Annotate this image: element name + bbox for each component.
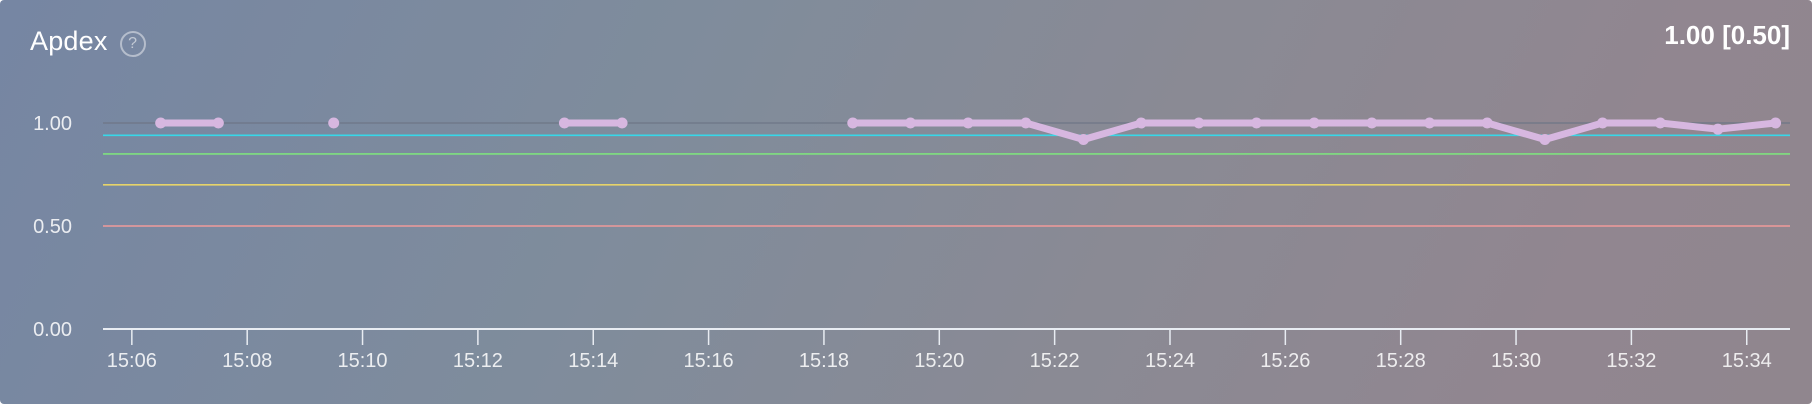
x-tick-label: 15:08 [222,350,272,372]
data-point [1539,133,1551,145]
data-point [1077,133,1089,145]
data-point [155,117,167,129]
x-tick-label: 15:14 [568,350,618,372]
panel-header: Apdex ? [30,26,146,57]
data-point [847,117,859,129]
x-tick-label: 15:28 [1376,350,1426,372]
apdex-series [155,117,1782,145]
data-point [212,117,224,129]
data-point [1481,117,1493,129]
y-tick-label: 0.50 [33,216,72,238]
data-point [1770,117,1782,129]
data-point [1597,117,1609,129]
x-tick-label: 15:06 [107,350,157,372]
data-point [1424,117,1436,129]
x-tick-label: 15:22 [1030,350,1080,372]
data-point [1308,117,1320,129]
x-tick-label: 15:32 [1606,350,1656,372]
x-axis: 15:06 15:08 15:10 15:12 15:14 15:16 15:18 15:20… [103,328,1790,372]
x-tick-label: 15:16 [684,350,734,372]
threshold-lines [103,134,1790,227]
data-point [1020,117,1032,129]
x-tick-label: 15:24 [1145,350,1195,372]
y-axis: 0.00 0.50 1.00 [33,113,72,341]
data-point [962,117,974,129]
x-tick-label: 15:34 [1722,350,1772,372]
x-tick-label: 15:20 [914,350,964,372]
data-point [328,117,340,129]
x-tick-label: 15:12 [453,350,503,372]
y-tick-label: 0.00 [33,319,72,341]
x-tick-label: 15:30 [1491,350,1541,372]
data-point [558,117,570,129]
data-point [1193,117,1205,129]
data-point [1135,117,1147,129]
data-point [1712,123,1724,135]
data-point [1654,117,1666,129]
x-tick-label: 15:10 [338,350,388,372]
y-tick-label: 1.00 [33,113,72,135]
data-point [1366,117,1378,129]
data-point [1251,117,1263,129]
x-tick-label: 15:26 [1260,350,1310,372]
question-circle-icon[interactable]: ? [119,30,146,57]
data-point [904,117,916,129]
apdex-summary-value: 1.00 [0.50] [1664,20,1790,50]
data-point [616,117,628,129]
x-tick-label: 15:18 [799,350,849,372]
panel-title: Apdex [30,26,108,56]
